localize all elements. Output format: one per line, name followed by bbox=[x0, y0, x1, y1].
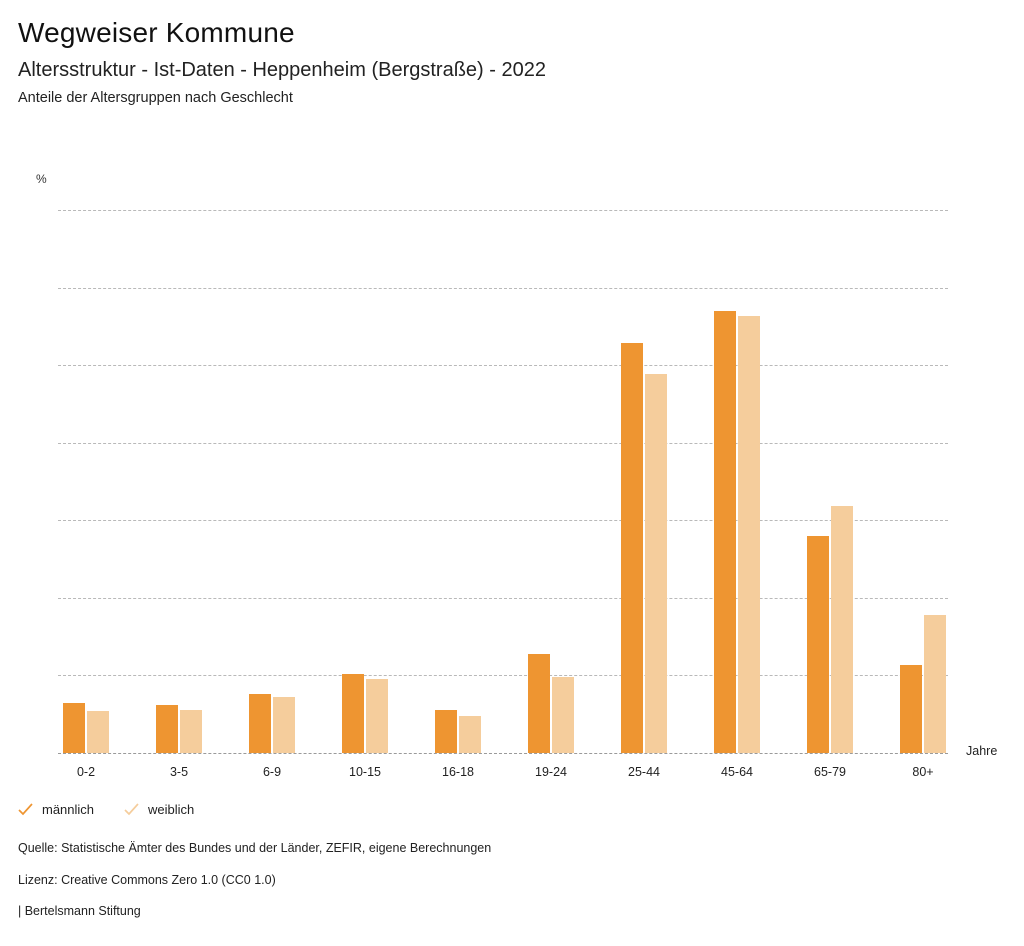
legend-item-label: männlich bbox=[42, 802, 95, 817]
x-axis-tick-label: 45-64 bbox=[721, 765, 753, 779]
bar-männlich-3-5[interactable] bbox=[156, 704, 178, 753]
bar-männlich-25-44[interactable] bbox=[621, 343, 643, 753]
x-axis-tick-label: 65-79 bbox=[814, 765, 846, 779]
bar-weiblich-25-44[interactable] bbox=[645, 374, 667, 753]
gridline bbox=[58, 597, 948, 599]
bar-männlich-19-24[interactable] bbox=[528, 653, 550, 753]
chart-header: Wegweiser Kommune Altersstruktur - Ist-D… bbox=[0, 0, 1024, 107]
x-axis-tick-label: 16-18 bbox=[442, 765, 474, 779]
check-icon bbox=[124, 803, 139, 816]
x-axis-tick-label: 10-15 bbox=[349, 765, 381, 779]
bar-weiblich-80+[interactable] bbox=[924, 614, 946, 753]
bar-männlich-80+[interactable] bbox=[900, 664, 922, 753]
legend-item-label: weiblich bbox=[148, 802, 195, 817]
bar-weiblich-16-18[interactable] bbox=[459, 715, 481, 753]
x-axis-tick-label: 80+ bbox=[912, 765, 934, 779]
bar-männlich-65-79[interactable] bbox=[807, 535, 829, 753]
bar-weiblich-19-24[interactable] bbox=[552, 676, 574, 753]
legend-item-männlich[interactable]: männlich bbox=[18, 803, 94, 816]
plot-area: 051015202530350-23-56-910-1516-1819-2425… bbox=[58, 210, 997, 779]
bar-weiblich-65-79[interactable] bbox=[831, 506, 853, 753]
axis-baseline bbox=[58, 753, 948, 754]
gridline bbox=[58, 675, 948, 677]
chart-container: % 051015202530350-23-56-910-1516-1819-24… bbox=[0, 160, 1024, 800]
y-axis-unit-label: % bbox=[36, 172, 47, 186]
x-axis-tick-label: 19-24 bbox=[535, 765, 567, 779]
bar-weiblich-45-64[interactable] bbox=[738, 315, 760, 753]
chart-legend: männlich weiblich bbox=[18, 803, 194, 816]
page-title: Wegweiser Kommune bbox=[18, 17, 295, 48]
gridline bbox=[58, 210, 948, 211]
footer-line-2: Lizenz: Creative Commons Zero 1.0 (CC0 1… bbox=[18, 872, 276, 887]
bar-männlich-0-2[interactable] bbox=[63, 703, 85, 753]
x-axis-tick-label: 6-9 bbox=[262, 765, 282, 779]
bar-männlich-16-18[interactable] bbox=[435, 709, 457, 753]
gridline bbox=[58, 520, 948, 522]
gridline bbox=[58, 442, 948, 444]
bar-männlich-10-15[interactable] bbox=[342, 673, 364, 753]
x-axis-tick-label: 25-44 bbox=[628, 765, 660, 779]
bar-weiblich-3-5[interactable] bbox=[180, 709, 202, 753]
bar-männlich-45-64[interactable] bbox=[714, 310, 736, 753]
legend-item-weiblich[interactable]: weiblich bbox=[124, 803, 194, 816]
chart-footer: Quelle: Statistische Ämter des Bundes un… bbox=[18, 842, 978, 918]
check-icon bbox=[18, 803, 33, 816]
chart-title: Altersstruktur - Ist-Daten - Heppenheim … bbox=[18, 58, 546, 81]
bar-männlich-6-9[interactable] bbox=[249, 694, 271, 753]
x-axis-tick-label: 3-5 bbox=[169, 765, 189, 779]
gridline bbox=[58, 365, 948, 367]
bar-weiblich-6-9[interactable] bbox=[273, 697, 295, 753]
footer-line-3: | Bertelsmann Stiftung bbox=[18, 904, 141, 918]
footer-line-1: Quelle: Statistische Ämter des Bundes un… bbox=[18, 841, 492, 855]
gridline bbox=[58, 287, 948, 289]
bar-weiblich-0-2[interactable] bbox=[87, 711, 109, 753]
bar-weiblich-10-15[interactable] bbox=[366, 678, 388, 753]
chart-subtitle: Anteile der Altersgruppen nach Geschlech… bbox=[18, 89, 293, 106]
x-axis-unit-label: Jahre bbox=[966, 744, 998, 758]
x-axis-tick-label: 0-2 bbox=[76, 765, 96, 779]
